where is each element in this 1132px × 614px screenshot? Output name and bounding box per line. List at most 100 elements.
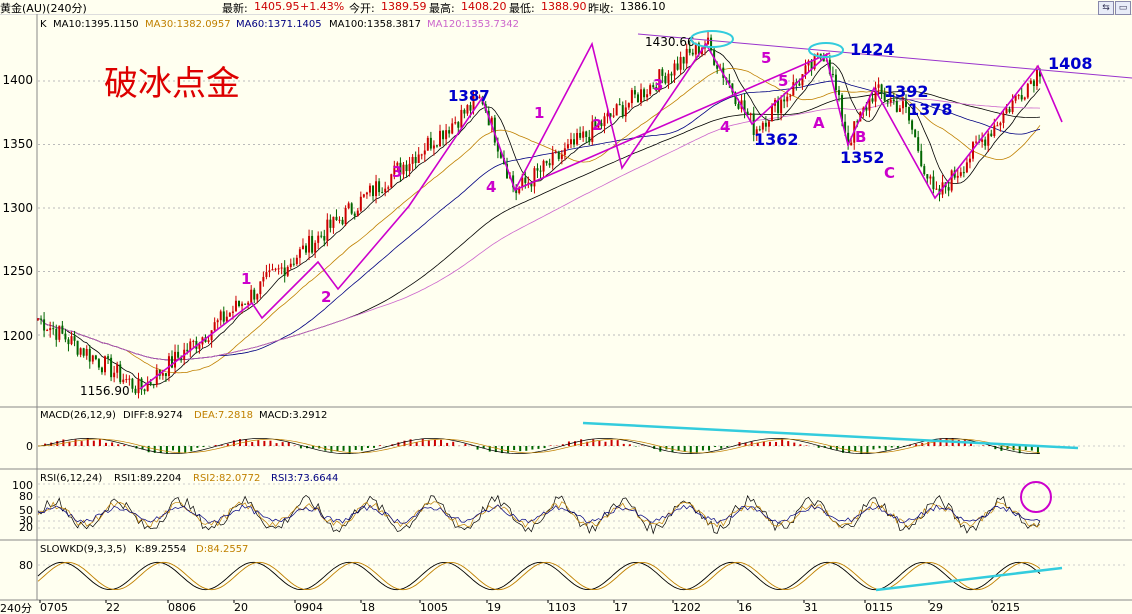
watermark-text: 破冰点金: [104, 64, 240, 104]
candle-body: [898, 108, 901, 112]
candle-body: [664, 75, 667, 84]
indicator-name: K: [40, 19, 47, 30]
candle-body: [542, 160, 545, 172]
candle-body: [786, 96, 789, 102]
expand-button[interactable]: ⇆: [1098, 1, 1114, 15]
candle-body: [548, 163, 551, 166]
x-tick-label: 1202: [673, 601, 701, 614]
candle-body: [576, 132, 579, 145]
candle-body: [841, 95, 844, 122]
candle-body: [600, 123, 603, 127]
macd-bar: [799, 444, 802, 446]
restore-button[interactable]: ▭: [1115, 1, 1131, 15]
wave-lines: [139, 33, 1132, 390]
macd-panel: [37, 421, 1079, 454]
panel-frames: [0, 14, 1132, 601]
candle-body: [119, 364, 122, 383]
macd-bar: [1024, 446, 1027, 451]
x-tick-label: 19: [487, 601, 501, 614]
candle-body: [207, 340, 210, 342]
macd-bar: [330, 446, 333, 452]
macd-bar: [470, 445, 473, 446]
top-circle-2: [808, 42, 844, 58]
candle-body: [393, 165, 396, 175]
macd-bar: [574, 441, 577, 446]
macd-bar: [695, 446, 698, 453]
candle-body: [423, 150, 426, 155]
candle-body: [655, 87, 658, 91]
x-axis: 0705 22 0806 20 0904 18 1005 19 1103 17 1202 16 31 01…: [39, 600, 1020, 614]
candle-body: [594, 121, 597, 128]
candle-body: [234, 300, 237, 312]
candle-body: [874, 87, 877, 102]
macd-bar: [342, 446, 345, 451]
wave-label: 4: [720, 118, 730, 136]
candle-body: [128, 378, 131, 380]
macd-bar: [726, 446, 729, 448]
candle-body: [798, 83, 801, 86]
candle-body: [661, 69, 664, 76]
candle-body: [731, 83, 734, 93]
candle-body: [536, 168, 539, 171]
candle-body: [545, 160, 548, 164]
candle-body: [378, 181, 381, 193]
ma-line: [37, 80, 1041, 361]
macd-bar: [354, 446, 357, 450]
candle-body: [259, 281, 262, 295]
candle-body: [475, 96, 478, 98]
candle-body: [268, 270, 271, 273]
candle-body: [965, 162, 968, 173]
x-tick-label: 1005: [420, 601, 448, 614]
candle-body: [956, 175, 959, 178]
macd-bar: [616, 440, 619, 446]
macd-bar: [561, 444, 564, 446]
macd-bar: [281, 442, 284, 446]
candle-body: [277, 268, 280, 270]
kd-legend: SLOWKD(9,3,3,5) K:89.2554 D:84.2557: [40, 544, 248, 555]
prev-label: 昨收:: [588, 2, 614, 15]
x-tick-label: 22: [106, 601, 120, 614]
candle-body: [116, 364, 119, 373]
candle-body: [143, 389, 146, 392]
candle-body: [311, 235, 314, 253]
macd-bar: [299, 446, 302, 449]
macd-bar: [927, 442, 930, 446]
candle-body: [1017, 95, 1020, 97]
candle-body: [100, 367, 103, 373]
candle-body: [810, 60, 813, 69]
candle-body: [636, 94, 639, 103]
candle-body: [816, 53, 819, 55]
macd-bar: [525, 446, 528, 451]
candle-body: [1035, 69, 1038, 87]
candle-body: [984, 139, 987, 146]
candle-body: [454, 122, 457, 124]
macd-bar: [909, 445, 912, 446]
macd-bar: [537, 446, 540, 449]
macd-bar: [683, 446, 686, 452]
candle-body: [326, 219, 329, 241]
candle-body: [694, 43, 697, 55]
candle-body: [792, 82, 795, 96]
macd-bar: [239, 439, 242, 446]
candle-body: [408, 163, 411, 172]
rsi3-value: RSI3:73.6644: [271, 473, 338, 484]
x-tick-label: 1103: [548, 601, 576, 614]
candle-body: [563, 148, 566, 155]
candle-body: [926, 174, 929, 179]
candle-body: [40, 318, 43, 320]
candle-body: [935, 188, 938, 190]
x-tick-label: 29: [929, 601, 943, 614]
wave-annotations: 1 2 3 1387 4 1 2 3 4 5 5 1362 1424 A B 1…: [241, 40, 1093, 306]
candle-body: [280, 267, 283, 269]
macd-bar: [628, 444, 631, 446]
candle-body: [554, 151, 557, 153]
macd-bar: [507, 446, 510, 453]
macd-bar: [257, 440, 260, 446]
candle-body: [707, 37, 710, 45]
candle-body: [496, 142, 499, 152]
candle-body: [923, 166, 926, 175]
candle-body: [390, 174, 393, 188]
candle-body: [368, 185, 371, 193]
candle-body: [317, 235, 320, 243]
